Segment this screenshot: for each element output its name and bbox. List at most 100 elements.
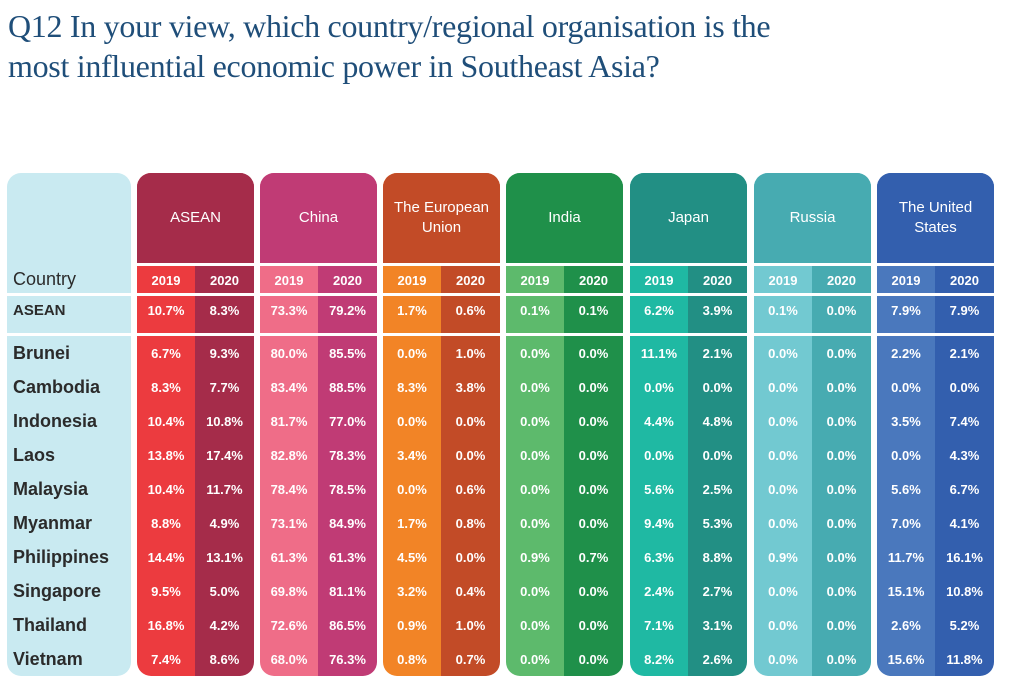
row-divider [260,293,377,296]
value-cell: 73.1% [270,515,308,531]
row-divider [7,293,131,296]
year-label-2019: 2019 [644,273,674,288]
value-cell: 0.0% [455,549,486,565]
value-cell: 8.6% [209,651,240,667]
value-cell: 80.0% [270,345,308,361]
value-cell: 77.0% [329,413,366,429]
value-cell: 0.0% [826,379,857,395]
value-cell: 5.2% [949,617,980,633]
row-divider [630,263,747,266]
value-cell: 0.0% [520,651,550,667]
value-cell: 0.0% [826,617,857,633]
value-cell: 17.4% [206,447,243,463]
country-label-cambodia: Cambodia [13,376,101,397]
year-label-2019: 2019 [768,273,798,288]
country-label-thailand: Thailand [13,614,88,635]
value-cell: 7.9% [949,302,980,318]
value-cell: 0.0% [826,549,857,565]
value-cell: 11.8% [946,651,983,667]
row-divider [383,263,500,266]
value-cell: 1.0% [455,345,486,361]
value-cell: 0.0% [520,481,550,497]
value-cell: 7.1% [644,617,674,633]
value-cell: 0.0% [578,651,609,667]
value-cell: 0.7% [578,549,609,565]
row-divider [754,293,871,296]
row-divider [877,333,994,336]
country-label-malaysia: Malaysia [13,478,89,499]
value-cell: 0.4% [455,583,486,599]
value-cell: 7.0% [891,515,921,531]
row-divider [383,293,500,296]
value-cell: 1.7% [397,515,427,531]
value-cell: 2.2% [891,345,921,361]
value-cell: 10.7% [147,302,185,318]
value-cell: 3.9% [702,302,733,318]
column-china: China 2019 2020 73.3% 79.2% 80.0% 85.5% 83.4% 88… [260,173,377,676]
value-cell: 0.0% [702,379,733,395]
value-cell: 2.1% [949,345,980,361]
row-divider [630,293,747,296]
value-cell: 0.1% [520,302,550,318]
year-label-2020: 2020 [950,273,979,288]
value-cell: 0.1% [768,302,798,318]
value-cell: 2.1% [702,345,733,361]
value-cell: 0.0% [520,617,550,633]
value-cell: 0.0% [826,515,857,531]
value-cell: 0.0% [826,447,857,463]
value-cell: 4.8% [702,413,733,429]
value-cell: 0.0% [768,447,798,463]
value-cell: 0.0% [826,583,857,599]
value-cell: 5.0% [209,583,240,599]
column-header: The European Union [383,173,500,263]
value-cell: 0.0% [578,447,609,463]
value-cell: 3.8% [455,379,486,395]
column-the-european-union: The European Union 2019 2020 1.7% 0.6% 0.0% 1.… [383,173,500,676]
value-cell: 10.8% [946,583,983,599]
value-cell: 0.0% [768,413,798,429]
row-divider [630,333,747,336]
country-label-asean: ASEAN [13,301,66,319]
row-divider [7,333,131,336]
value-cell: 0.0% [768,345,798,361]
value-cell: 0.7% [455,651,486,667]
value-cell: 10.4% [147,481,185,497]
value-cell: 0.8% [397,651,427,667]
value-cell: 7.9% [891,302,921,318]
value-cell: 2.6% [891,617,921,633]
value-cell: 73.3% [270,302,308,318]
year-label-2020: 2020 [827,273,856,288]
row-divider [754,263,871,266]
value-cell: 11.1% [640,345,678,361]
year-label-2019: 2019 [397,273,427,288]
value-cell: 9.5% [151,583,181,599]
value-cell: 0.0% [520,379,550,395]
value-cell: 4.1% [949,515,980,531]
value-cell: 0.0% [891,379,921,395]
value-cell: 0.0% [578,617,609,633]
column-header: Russia [754,173,871,263]
value-cell: 5.6% [891,481,921,497]
value-cell: 3.5% [891,413,921,429]
value-cell: 7.7% [209,379,240,395]
value-cell: 6.2% [644,302,674,318]
value-cell: 5.6% [644,481,674,497]
column-asean: ASEAN 2019 2020 10.7% 8.3% 6.7% 9.3% 8.3% 7.7% 10… [137,173,254,676]
value-cell: 0.0% [520,447,550,463]
value-cell: 0.0% [826,651,857,667]
value-cell: 14.4% [147,549,185,565]
value-cell: 2.4% [644,583,674,599]
value-cell: 0.0% [520,515,550,531]
value-cell: 15.6% [887,651,925,667]
country-label-vietnam: Vietnam [13,648,83,669]
value-cell: 61.3% [329,549,366,565]
value-cell: 0.0% [768,617,798,633]
value-cell: 0.0% [949,379,980,395]
column-the-united-states: The United States 2019 2020 7.9% 7.9% 2.2% 2.1… [877,173,994,676]
column-japan: Japan 2019 2020 6.2% 3.9% 11.1% 2.1% 0.0% 0.0% 4.… [630,173,747,676]
value-cell: 8.2% [644,651,674,667]
value-cell: 78.5% [329,481,366,497]
value-cell: 0.0% [826,302,857,318]
row-divider [260,263,377,266]
value-cell: 0.0% [455,413,486,429]
